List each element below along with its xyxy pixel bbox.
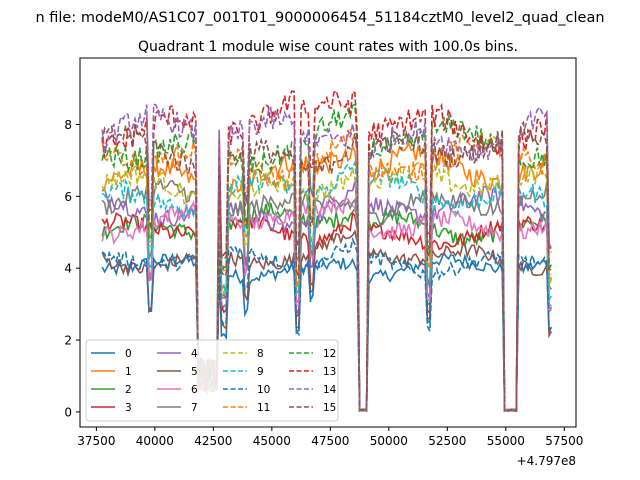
x-tick-label: 52500 [428, 434, 466, 448]
series-lines [101, 89, 553, 413]
chart-title: Quadrant 1 module wise count rates with … [138, 39, 518, 55]
legend-label-9: 9 [257, 366, 264, 378]
x-axis: 37500 40000 42500 45000 47500 50000 52500 55000… [77, 427, 583, 448]
legend-label-15: 15 [323, 402, 336, 414]
legend-label-3: 3 [125, 402, 132, 414]
x-tick-label: 42500 [194, 434, 232, 448]
y-tick-label: 0 [64, 405, 72, 419]
series-line-15 [101, 120, 552, 412]
y-tick-label: 8 [64, 118, 72, 132]
series-line-7 [101, 178, 553, 413]
series-line-2 [101, 202, 553, 413]
series-line-5 [101, 229, 553, 413]
legend-label-13: 13 [323, 366, 336, 378]
x-tick-label: 40000 [136, 434, 174, 448]
series-line-9 [101, 159, 553, 412]
y-tick-label: 6 [64, 190, 72, 204]
y-axis: 0 2 4 6 8 [64, 118, 80, 419]
x-tick-label: 55000 [487, 434, 525, 448]
x-offset-label: +4.797e8 [517, 454, 576, 468]
series-line-0 [101, 251, 553, 413]
x-tick-label: 57500 [545, 434, 583, 448]
series-line-12 [101, 103, 553, 412]
legend-box [85, 339, 339, 422]
legend-label-7: 7 [191, 402, 198, 414]
legend-label-1: 1 [125, 366, 132, 378]
x-tick-label: 37500 [77, 434, 115, 448]
y-tick-label: 2 [64, 334, 72, 348]
legend-label-6: 6 [191, 384, 198, 396]
series-line-10 [101, 237, 552, 413]
x-tick-label: 47500 [311, 434, 349, 448]
legend-label-5: 5 [191, 366, 198, 378]
y-tick-label: 4 [64, 262, 72, 276]
chart-suptitle: n file: modeM0/AS1C07_001T01_9000006454_… [35, 10, 604, 26]
legend-label-0: 0 [125, 348, 132, 360]
series-line-11 [101, 126, 552, 412]
legend-label-2: 2 [125, 384, 132, 396]
legend-label-8: 8 [257, 348, 264, 360]
legend-label-14: 14 [323, 384, 337, 396]
series-line-3 [101, 211, 552, 412]
series-line-14 [101, 103, 553, 412]
x-tick-label: 50000 [370, 434, 408, 448]
x-tick-label: 45000 [253, 434, 291, 448]
legend-label-10: 10 [257, 384, 270, 396]
legend-label-12: 12 [323, 348, 336, 360]
plot-frame [79, 57, 577, 428]
series-line-6 [101, 196, 553, 412]
series-line-1 [101, 141, 553, 412]
series-line-4 [101, 181, 552, 412]
legend-label-4: 4 [191, 348, 198, 360]
legend-label-11: 11 [257, 402, 270, 414]
